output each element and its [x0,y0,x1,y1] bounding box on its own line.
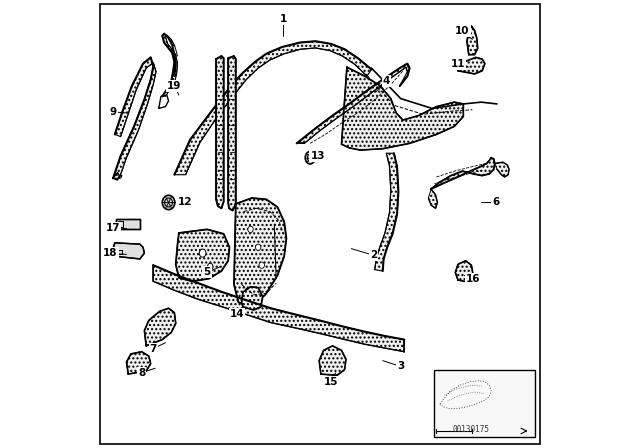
Polygon shape [431,158,495,189]
Text: 5: 5 [204,267,211,277]
Bar [435,370,535,437]
Polygon shape [145,308,176,346]
Polygon shape [113,57,156,178]
Ellipse shape [163,195,175,210]
Polygon shape [113,243,145,259]
Polygon shape [154,265,404,352]
Polygon shape [174,41,371,175]
Text: 1: 1 [280,14,287,24]
Text: 00130175: 00130175 [453,425,490,434]
Text: 16: 16 [466,274,481,284]
Text: 14: 14 [230,310,244,319]
Polygon shape [495,162,509,177]
Ellipse shape [164,198,173,207]
Polygon shape [116,219,140,229]
Text: 17: 17 [106,223,120,233]
Polygon shape [234,198,287,306]
Text: 6: 6 [492,198,499,207]
Polygon shape [455,261,473,282]
Ellipse shape [255,244,261,250]
Text: 4: 4 [383,76,390,86]
Text: 7: 7 [150,344,157,353]
Polygon shape [428,189,437,208]
Ellipse shape [307,154,313,161]
Polygon shape [163,34,177,96]
Ellipse shape [248,226,253,233]
Polygon shape [342,67,463,150]
Ellipse shape [305,151,315,164]
Text: 13: 13 [310,151,325,161]
Text: 8: 8 [138,368,145,378]
Polygon shape [374,153,398,271]
Text: 2: 2 [370,250,378,260]
Polygon shape [127,352,150,374]
Text: 3: 3 [397,362,404,371]
Polygon shape [467,26,477,55]
Polygon shape [458,57,485,74]
Ellipse shape [199,249,206,257]
Text: 10: 10 [455,26,470,36]
Polygon shape [242,287,262,310]
Polygon shape [176,229,230,281]
Polygon shape [297,64,410,143]
Text: 9: 9 [109,107,116,117]
Text: 11: 11 [451,59,465,69]
Text: 15: 15 [324,377,339,387]
Text: 19: 19 [167,81,182,91]
Ellipse shape [207,263,213,270]
Polygon shape [319,346,346,375]
Polygon shape [228,56,236,211]
Text: 12: 12 [177,198,192,207]
Ellipse shape [259,262,264,268]
Text: 18: 18 [103,248,118,258]
Polygon shape [216,56,224,208]
